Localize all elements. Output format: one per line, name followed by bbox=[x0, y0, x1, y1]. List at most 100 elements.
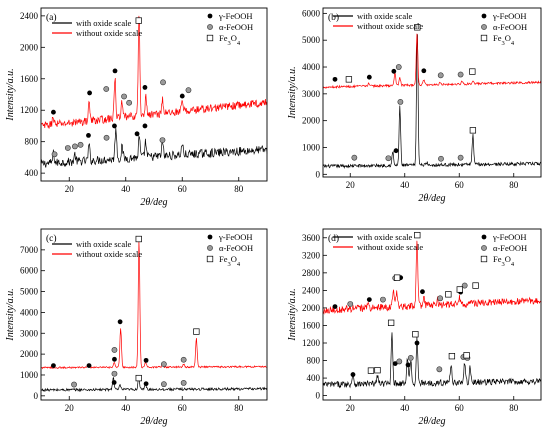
y-tick-label: 4000 bbox=[20, 307, 39, 317]
fe3o4-marker bbox=[445, 291, 452, 298]
alpha-feooh-marker bbox=[126, 99, 133, 106]
x-axis-label: 2θ/deg bbox=[418, 193, 445, 204]
alpha-feooh-marker bbox=[457, 154, 464, 161]
gamma-feooh-marker bbox=[481, 234, 487, 240]
gamma-feooh-marker bbox=[142, 123, 148, 129]
gamma-feooh-marker bbox=[414, 340, 420, 346]
gamma-feooh-marker bbox=[112, 356, 117, 362]
y-tick-label: 5000 bbox=[302, 35, 321, 45]
alpha-feooh-marker bbox=[185, 87, 192, 94]
fe3o4-marker bbox=[469, 127, 477, 134]
x-tick-label: 80 bbox=[509, 403, 519, 413]
alpha-feooh-marker bbox=[111, 370, 118, 377]
gamma-feooh-marker bbox=[332, 76, 338, 82]
gamma-feooh-marker bbox=[350, 372, 356, 377]
fe3o4-marker bbox=[135, 235, 142, 243]
panel-label: (b) bbox=[328, 12, 339, 23]
alpha-feooh-marker bbox=[180, 379, 187, 386]
y-tick-label: 2000 bbox=[20, 349, 39, 359]
alpha-feooh-marker bbox=[64, 145, 71, 151]
legend-label-without-oxide: without oxide scale bbox=[76, 28, 142, 38]
legend-label-gamma: γ-FeOOH bbox=[218, 11, 253, 21]
alpha-feooh-marker bbox=[51, 151, 58, 158]
gamma-feooh-marker bbox=[366, 74, 372, 80]
alpha-feooh-marker bbox=[395, 64, 402, 70]
series-line-without-oxide bbox=[322, 240, 542, 315]
panel-label: (a) bbox=[46, 12, 57, 23]
alpha-feooh-marker bbox=[159, 137, 166, 144]
gamma-feooh-marker bbox=[366, 297, 372, 302]
fe3o4-marker bbox=[412, 331, 419, 338]
gamma-feooh-marker bbox=[207, 13, 213, 19]
x-tick-label: 20 bbox=[65, 403, 75, 413]
x-tick-label: 20 bbox=[346, 403, 356, 413]
fe3o4-marker bbox=[206, 34, 214, 42]
fe3o4-marker bbox=[374, 367, 381, 374]
gamma-feooh-marker bbox=[86, 363, 92, 368]
y-tick-label: 3000 bbox=[20, 328, 39, 338]
x-axis-label: 2θ/deg bbox=[140, 416, 167, 427]
fe3o4-marker bbox=[206, 255, 214, 263]
alpha-feooh-marker bbox=[436, 366, 443, 373]
x-tick-label: 60 bbox=[178, 184, 188, 194]
gamma-feooh-marker bbox=[391, 68, 397, 74]
y-tick-label: 0 bbox=[34, 391, 39, 401]
fe3o4-marker bbox=[135, 17, 142, 24]
y-tick-label: 7000 bbox=[20, 245, 39, 255]
series-line-with-oxide bbox=[322, 34, 542, 169]
alpha-feooh-marker bbox=[438, 155, 444, 162]
series-line-without-oxide bbox=[322, 33, 542, 90]
y-tick-label: 800 bbox=[307, 356, 321, 366]
alpha-feooh-marker bbox=[385, 155, 392, 162]
panel-label: (d) bbox=[328, 233, 339, 244]
legend-label-with-oxide: with oxide scale bbox=[357, 232, 412, 242]
series-line-with-oxide bbox=[40, 127, 268, 168]
fe3o4-marker bbox=[469, 68, 476, 75]
y-tick-label: 1200 bbox=[302, 338, 321, 348]
y-tick-label: 2000 bbox=[302, 303, 321, 313]
panel-label: (c) bbox=[46, 233, 57, 244]
fe3o4-marker bbox=[414, 24, 421, 31]
panel-d: 20 40 60 8004008001200160020002400280032003… bbox=[287, 228, 542, 427]
y-tick-label: 1600 bbox=[20, 74, 39, 84]
fe3o4-marker bbox=[480, 34, 488, 42]
y-tick-label: 4000 bbox=[302, 62, 321, 72]
legend-label-alpha: α-FeOOH bbox=[493, 22, 527, 32]
y-tick-label: 2400 bbox=[302, 285, 321, 295]
legend-label-gamma: γ-FeOOH bbox=[492, 232, 527, 242]
fe3o4-marker bbox=[135, 374, 142, 382]
gamma-feooh-marker bbox=[405, 362, 411, 368]
alpha-feooh-marker bbox=[160, 79, 166, 86]
fe3o4-marker bbox=[387, 319, 395, 326]
y-tick-label: 2000 bbox=[20, 42, 39, 52]
fe3o4-marker bbox=[448, 353, 456, 360]
x-tick-label: 60 bbox=[178, 403, 188, 413]
alpha-feooh-marker bbox=[437, 295, 444, 302]
x-tick-label: 60 bbox=[455, 403, 465, 413]
series-line-without-oxide bbox=[40, 240, 268, 370]
alpha-feooh-marker bbox=[437, 72, 444, 79]
alpha-feooh-marker bbox=[180, 356, 187, 363]
legend-label-fe3o4: Fe3O4 bbox=[493, 254, 515, 268]
y-tick-label: 2000 bbox=[302, 116, 321, 126]
legend-label-with-oxide: with oxide scale bbox=[76, 18, 131, 28]
legend-label-alpha: α-FeOOH bbox=[219, 243, 253, 253]
y-tick-label: 2800 bbox=[302, 268, 321, 278]
legend-label-fe3o4: Fe3O4 bbox=[219, 254, 241, 268]
fe3o4-marker bbox=[472, 282, 479, 289]
legend-label-gamma: γ-FeOOH bbox=[218, 232, 253, 242]
y-tick-label: 0 bbox=[316, 169, 321, 179]
series-line-with-oxide bbox=[322, 332, 542, 389]
gamma-feooh-marker bbox=[87, 90, 92, 96]
alpha-feooh-marker bbox=[407, 355, 414, 361]
alpha-feooh-marker bbox=[111, 347, 118, 353]
panel-c: 20 40 60 80 0 1000 2000 3000 4000 5000 6000 7000 2θ/… bbox=[5, 228, 268, 427]
gamma-feooh-marker bbox=[112, 68, 118, 74]
y-tick-label: 3000 bbox=[302, 89, 321, 99]
gamma-feooh-marker bbox=[112, 123, 117, 129]
fe3o4-marker bbox=[480, 255, 488, 263]
x-tick-label: 60 bbox=[455, 180, 465, 190]
x-tick-label: 80 bbox=[234, 403, 244, 413]
y-axis-label: Intensity/a.u. bbox=[287, 288, 298, 341]
x-axis-label: 2θ/deg bbox=[418, 416, 445, 427]
